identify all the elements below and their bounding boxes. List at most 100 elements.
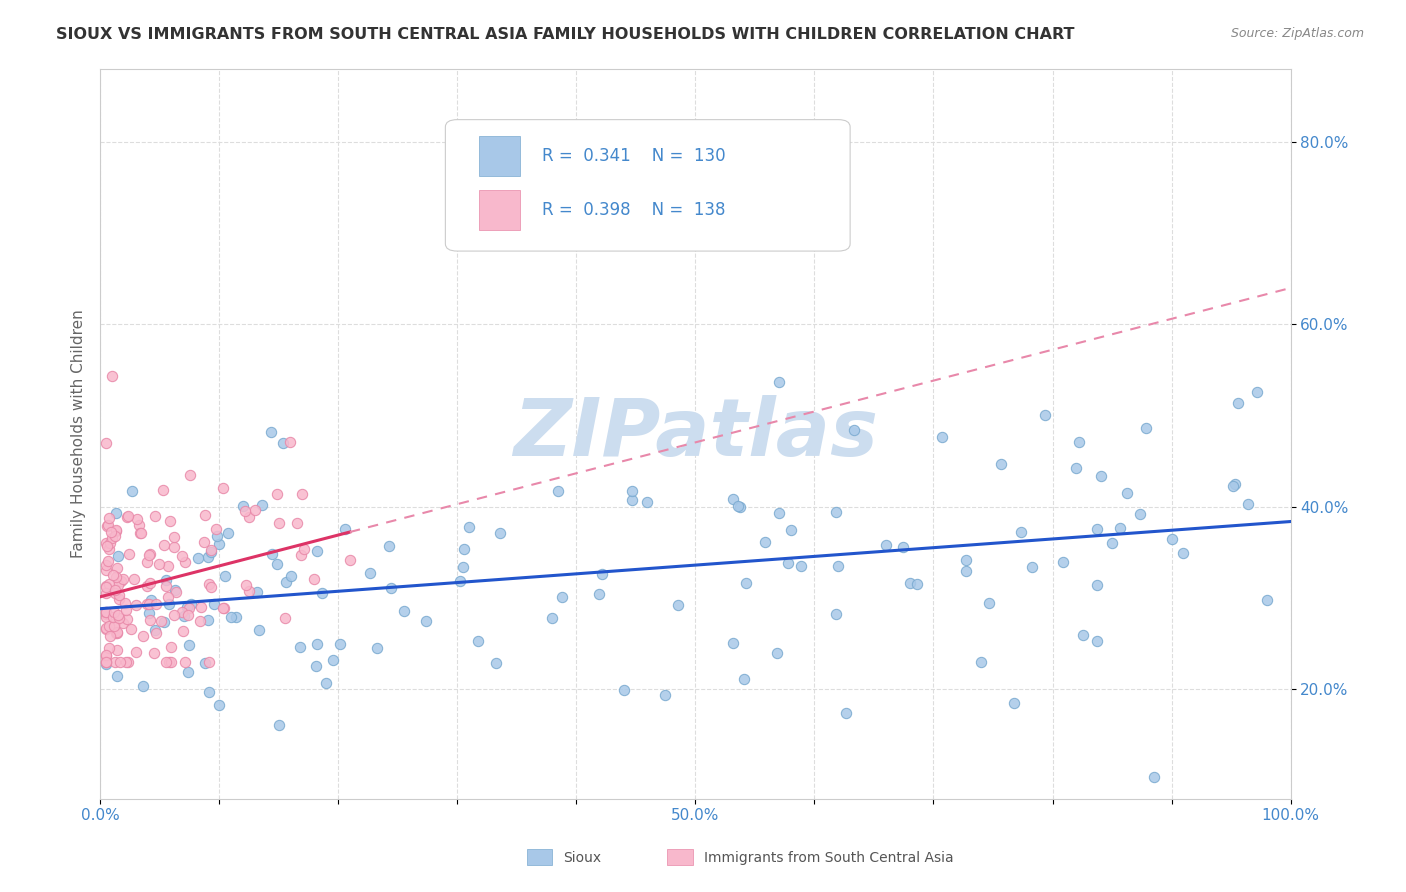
Point [129,525,152,540]
Point [124,572,146,586]
Point [200,545,222,559]
Point [98,510,121,524]
Point [163,530,186,544]
Point [156,591,179,605]
Point [135,579,157,593]
Point [193,535,215,549]
Point [155,655,177,669]
Point [180,597,202,611]
Point [187,551,209,566]
Point [94,657,117,672]
Point [219,610,242,624]
Point [591,567,613,582]
Point [163,540,186,554]
Point [197,655,219,669]
Point [105,561,128,575]
Point [315,675,337,690]
Point [190,600,212,615]
Point [621,492,644,507]
Point [104,529,127,543]
Point [238,509,260,524]
Point [96,655,118,669]
Point [200,542,222,557]
Point [105,626,128,640]
Point [108,588,131,602]
Point [94,558,117,572]
Point [304,572,326,586]
Point [157,655,180,669]
Point [172,624,194,639]
Point [1052,555,1074,569]
Point [136,597,159,611]
Text: Sioux: Sioux [564,851,602,864]
Point [139,613,162,627]
Point [1021,559,1043,574]
Point [153,615,176,630]
Point [970,655,993,669]
Point [94,605,117,619]
Point [143,624,166,638]
Point [238,584,260,599]
Point [1010,525,1032,540]
Point [1246,384,1268,399]
Point [155,573,177,587]
Point [198,577,221,591]
Point [110,574,132,588]
Point [290,548,312,562]
Point [94,580,117,594]
Point [654,688,676,702]
Point [114,655,136,669]
Point [271,436,294,450]
Point [547,483,569,498]
Point [94,655,117,669]
Point [131,628,153,642]
Point [143,508,166,523]
Point [94,578,117,592]
Point [107,549,129,563]
Point [291,487,314,501]
Point [103,605,125,619]
Point [232,499,254,513]
Point [768,375,790,389]
Point [96,539,118,553]
Point [177,665,200,680]
Point [96,648,118,663]
Point [1090,468,1112,483]
Point [139,592,162,607]
Point [129,525,152,540]
Point [163,608,186,623]
Point [114,596,136,610]
Point [104,506,127,520]
Point [138,606,160,620]
Point [278,435,301,450]
Point [1143,770,1166,784]
Point [730,500,752,515]
Point [208,537,231,551]
Point [339,553,361,567]
Text: ZIPatlas: ZIPatlas [513,394,877,473]
Point [246,585,269,599]
Point [292,542,315,557]
Point [1129,508,1152,522]
Point [98,577,121,591]
Point [249,623,271,637]
Point [311,586,333,600]
Point [305,659,328,673]
Bar [478,190,520,230]
Point [114,603,136,617]
Point [176,599,198,614]
Point [105,669,128,683]
Point [94,605,117,619]
Point [173,608,195,623]
Point [723,636,745,650]
Point [322,653,344,667]
Point [1033,408,1056,422]
Point [101,610,124,624]
Text: R =  0.398    N =  138: R = 0.398 N = 138 [541,201,725,219]
Point [97,619,120,633]
Point [197,613,219,627]
Point [115,510,138,524]
Point [157,597,180,611]
Point [174,655,197,669]
Point [1085,634,1108,648]
